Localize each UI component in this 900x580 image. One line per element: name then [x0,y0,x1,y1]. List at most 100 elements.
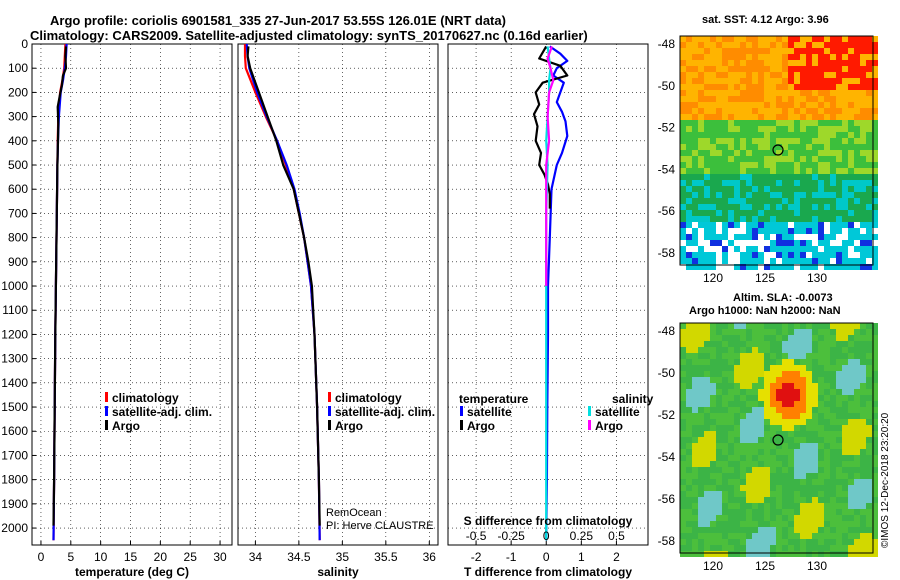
sla-map-pixel [794,353,800,359]
sla-map-pixel [806,395,812,401]
sst-map-pixel [860,78,866,84]
sla-map-pixel [740,461,746,467]
sla-map-pixel [800,527,806,533]
sst-map-pixel [686,252,692,258]
sst-map-pixel [848,216,854,222]
sla-map-pixel [842,503,848,509]
sla-map-pixel [716,419,722,425]
sla-map-pixel [716,395,722,401]
sla-map-pixel [854,533,860,539]
sst-map-pixel [716,204,722,210]
sst-map-pixel [824,48,830,54]
sst-map-pixel [704,252,710,258]
sla-map-ytick-label: -58 [658,534,676,548]
sst-map-pixel [752,66,758,72]
sla-map-pixel [728,365,734,371]
sst-map-pixel [830,228,836,234]
sla-map-pixel [854,551,860,557]
sst-map-pixel [836,84,842,90]
sst-map-pixel [782,228,788,234]
sla-map-pixel [734,443,740,449]
sst-map-pixel [842,48,848,54]
sst-map-pixel [860,48,866,54]
sla-map-pixel [704,527,710,533]
sla-map-pixel [842,527,848,533]
sla-map-pixel [758,335,764,341]
sst-map-pixel [734,108,740,114]
sst-map-pixel [830,174,836,180]
sla-map-pixel [722,455,728,461]
sst-map-pixel [728,258,734,264]
sst-map-pixel [728,126,734,132]
sst-map-pixel [686,168,692,174]
sst-map-pixel [758,210,764,216]
sla-map-pixel [842,533,848,539]
sla-map-pixel [818,383,824,389]
sla-map-pixel [776,503,782,509]
sst-map-pixel [860,204,866,210]
sla-map-pixel [782,479,788,485]
sst-map-pixel [812,102,818,108]
sla-map-pixel [758,515,764,521]
sst-map-pixel [686,216,692,222]
sst-map-pixel [680,222,686,228]
sla-map-pixel [860,377,866,383]
sla-map-pixel [848,551,854,557]
sst-map-pixel [710,66,716,72]
sla-map-pixel [686,377,692,383]
sla-map-pixel [686,461,692,467]
sla-map-pixel [854,539,860,545]
sst-map-pixel [866,126,872,132]
sst-map-pixel [710,234,716,240]
sla-map-pixel [698,485,704,491]
diff-s-tick-label: -0.25 [497,529,525,543]
sst-map-pixel [716,198,722,204]
sla-map-pixel [758,359,764,365]
sla-map-pixel [872,545,878,551]
sla-map-pixel [686,527,692,533]
sla-map-pixel [794,461,800,467]
sla-map-pixel [722,323,728,329]
sst-map-pixel [758,204,764,210]
sla-map-pixel [830,431,836,437]
sst-map-pixel [836,258,842,264]
sla-map-pixel [746,545,752,551]
sst-map-pixel [746,216,752,222]
sst-map-pixel [692,246,698,252]
sst-map-pixel [710,36,716,42]
temperature-frame [31,43,233,546]
sst-map-pixel [746,150,752,156]
sla-map-pixel [680,521,686,527]
sla-map-pixel [680,491,686,497]
sst-map-pixel [710,114,716,120]
sla-map-pixel [692,371,698,377]
sla-map-pixel [824,359,830,365]
sla-map-pixel [758,539,764,545]
sst-map-pixel [818,48,824,54]
sst-map-pixel [758,138,764,144]
sst-map-pixel [680,84,686,90]
sst-map-pixel [758,114,764,120]
sla-map-pixel [830,485,836,491]
sla-map-pixel [794,371,800,377]
sst-map-pixel [800,120,806,126]
sst-map-pixel [704,132,710,138]
sst-map-pixel [824,252,830,258]
sla-map-pixel [722,347,728,353]
sla-map-pixel [710,437,716,443]
sla-map-pixel [860,533,866,539]
sst-map-pixel [704,222,710,228]
sla-map-pixel [860,545,866,551]
sst-map-pixel [860,42,866,48]
sla-map-pixel [848,347,854,353]
sst-map-pixel [722,78,728,84]
sla-map-pixel [746,479,752,485]
sla-map-pixel [716,377,722,383]
sla-map-pixel [866,419,872,425]
sst-map-pixel [722,204,728,210]
sst-map-pixel [686,144,692,150]
sla-map-pixel [812,437,818,443]
sla-map-pixel [872,461,878,467]
sla-map-pixel [680,353,686,359]
sla-map-pixel [680,467,686,473]
